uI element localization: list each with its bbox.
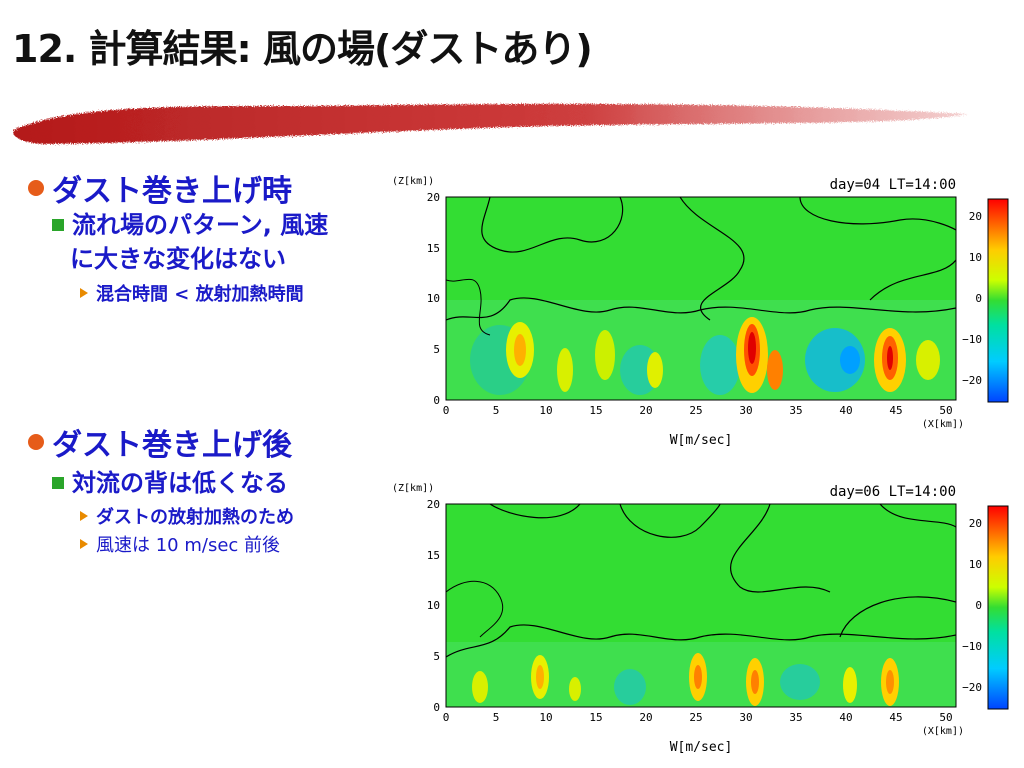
x-tick: 50 bbox=[939, 404, 952, 417]
colorbar bbox=[987, 505, 1009, 710]
sub-bullet-2a: ダストの放射加熱のため bbox=[80, 503, 294, 529]
y-tick: 5 bbox=[433, 343, 440, 356]
z-axis-label: (Z[km]) bbox=[392, 483, 434, 494]
bullet-dot-icon bbox=[28, 180, 44, 196]
x-tick: 25 bbox=[689, 404, 702, 417]
colorbar-tick: −20 bbox=[962, 681, 982, 694]
x-tick: 30 bbox=[739, 711, 752, 724]
x-tick: 0 bbox=[443, 404, 450, 417]
y-tick: 20 bbox=[427, 498, 440, 511]
triangle-bullet-icon bbox=[80, 511, 88, 521]
point-2-text: 対流の背は低くなる bbox=[72, 469, 288, 497]
y-tick: 15 bbox=[427, 549, 440, 562]
wind-field-plot-day06: (Z[km]) day=06 LT=14:00 bbox=[392, 483, 1009, 755]
section-2-heading: ダスト巻き上げ後 bbox=[52, 428, 292, 463]
x-axis-label: (X[km]) bbox=[922, 419, 964, 430]
y-tick: 10 bbox=[427, 599, 440, 612]
y-tick: 5 bbox=[433, 650, 440, 663]
colorbar-tick: 0 bbox=[975, 599, 982, 612]
plot-frame bbox=[445, 503, 957, 708]
brush-stroke-decoration bbox=[13, 103, 969, 144]
x-tick: 25 bbox=[689, 711, 702, 724]
section-1-heading: ダスト巻き上げ時 bbox=[52, 174, 292, 209]
y-tick: 20 bbox=[427, 191, 440, 204]
x-tick: 10 bbox=[539, 711, 552, 724]
contour-field bbox=[446, 504, 956, 707]
wind-field-panel-day06: (Z[km]) day=06 LT=14:00 bbox=[380, 477, 1020, 767]
bullet-section-2: ダスト巻き上げ後 bbox=[28, 420, 292, 464]
wind-field-panel-day04: (Z[km]) day=04 LT=14:00 bbox=[380, 170, 1020, 460]
x-tick: 20 bbox=[639, 404, 652, 417]
x-axis-label: (X[km]) bbox=[922, 726, 964, 737]
bullet-point-1-cont: に大きな変化はない bbox=[70, 242, 286, 276]
square-bullet-icon bbox=[52, 219, 64, 231]
y-tick: 10 bbox=[427, 292, 440, 305]
wind-field-plot-day04: (Z[km]) day=04 LT=14:00 bbox=[392, 176, 1009, 448]
x-tick: 45 bbox=[889, 711, 902, 724]
y-tick: 0 bbox=[433, 394, 440, 407]
x-tick: 35 bbox=[789, 404, 802, 417]
bullet-point-2: 対流の背は低くなる bbox=[52, 466, 288, 500]
colorbar-tick: −20 bbox=[962, 374, 982, 387]
x-tick: 40 bbox=[839, 404, 852, 417]
contour-field bbox=[446, 197, 956, 400]
bullet-dot-icon bbox=[28, 434, 44, 450]
colorbar-tick: −10 bbox=[962, 640, 982, 653]
colorbar bbox=[987, 198, 1009, 403]
colorbar-tick: 10 bbox=[969, 558, 982, 571]
x-tick: 20 bbox=[639, 711, 652, 724]
point-1-line-2: に大きな変化はない bbox=[70, 245, 286, 273]
x-tick: 45 bbox=[889, 404, 902, 417]
sub-bullet-1: 混合時間 < 放射加熱時間 bbox=[80, 280, 304, 306]
colorbar-tick: 20 bbox=[969, 517, 982, 530]
slide-title: 12. 計算結果: 風の場(ダストあり) bbox=[12, 27, 593, 71]
colorbar-tick: 20 bbox=[969, 210, 982, 223]
plot-frame bbox=[445, 196, 957, 401]
timestamp-label: day=04 LT=14:00 bbox=[830, 177, 956, 193]
x-tick: 0 bbox=[443, 711, 450, 724]
y-tick: 0 bbox=[433, 701, 440, 714]
triangle-bullet-icon bbox=[80, 288, 88, 298]
bullet-point-1: 流れ場のパターン, 風速 bbox=[52, 208, 328, 242]
timestamp-label: day=06 LT=14:00 bbox=[830, 484, 956, 500]
z-axis-label: (Z[km]) bbox=[392, 176, 434, 187]
x-tick: 40 bbox=[839, 711, 852, 724]
plot-caption: W[m/sec] bbox=[670, 740, 733, 755]
square-bullet-icon bbox=[52, 477, 64, 489]
colorbar-tick: 0 bbox=[975, 292, 982, 305]
bullet-section-1: ダスト巻き上げ時 bbox=[28, 166, 292, 210]
sub-bullet-2b: 風速は 10 m/sec 前後 bbox=[80, 531, 280, 557]
sub-bullet-2a-text: ダストの放射加熱のため bbox=[96, 507, 294, 528]
point-1-line-1: 流れ場のパターン, 風速 bbox=[72, 211, 329, 239]
colorbar-tick: −10 bbox=[962, 333, 982, 346]
y-tick: 15 bbox=[427, 242, 440, 255]
x-tick: 15 bbox=[589, 404, 602, 417]
x-tick: 30 bbox=[739, 404, 752, 417]
x-tick: 5 bbox=[493, 404, 500, 417]
triangle-bullet-icon bbox=[80, 539, 88, 549]
x-tick: 10 bbox=[539, 404, 552, 417]
sub-bullet-2b-text: 風速は 10 m/sec 前後 bbox=[96, 535, 281, 556]
x-tick: 50 bbox=[939, 711, 952, 724]
plot-caption: W[m/sec] bbox=[670, 433, 733, 448]
x-tick: 15 bbox=[589, 711, 602, 724]
x-tick: 5 bbox=[493, 711, 500, 724]
colorbar-tick: 10 bbox=[969, 251, 982, 264]
sub-bullet-1-text: 混合時間 < 放射加熱時間 bbox=[96, 284, 304, 305]
x-tick: 35 bbox=[789, 711, 802, 724]
